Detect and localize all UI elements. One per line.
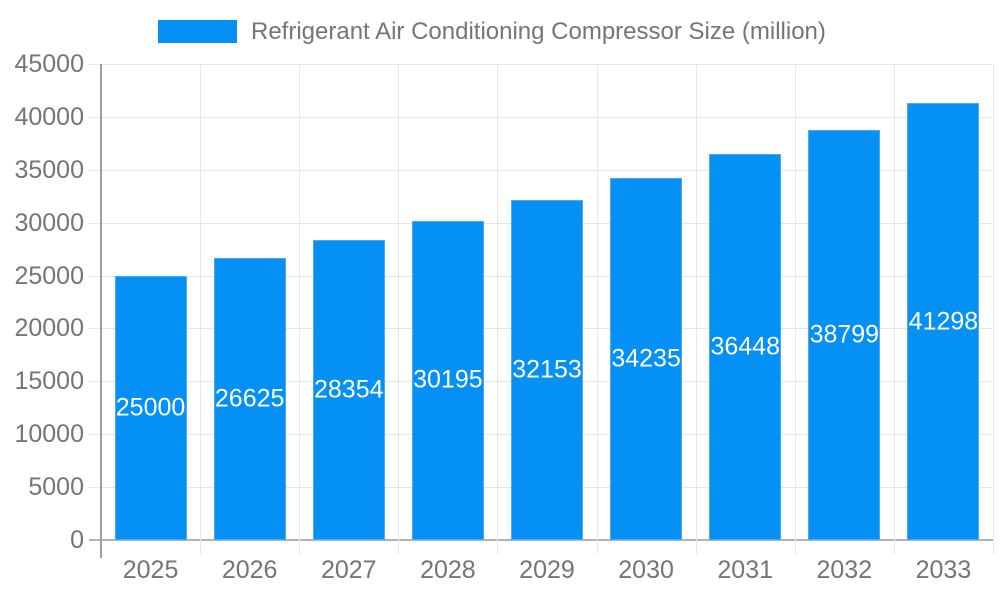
x-tick-label: 2030: [618, 556, 674, 584]
bar-value-label: 26625: [214, 384, 285, 413]
y-tick-label: 0: [70, 526, 84, 554]
bar-value-label: 41298: [908, 307, 979, 336]
bar-value-label: 28354: [314, 375, 384, 404]
bar[interactable]: 25000: [114, 275, 187, 540]
x-gridline: [299, 64, 301, 554]
y-tick-label: 45000: [14, 50, 84, 78]
x-gridline: [398, 64, 400, 554]
x-tick-label: 2028: [420, 556, 476, 584]
bar[interactable]: 32153: [511, 199, 583, 540]
x-gridline: [200, 64, 202, 554]
x-tick-label: 2027: [320, 556, 377, 584]
bar[interactable]: 38799: [808, 129, 881, 540]
x-tick-label: 2029: [519, 556, 575, 584]
x-tick-label: 2032: [816, 556, 873, 584]
x-gridline: [596, 64, 598, 554]
x-gridline: [893, 64, 895, 554]
chart-title: Refrigerant Air Conditioning Compressor …: [251, 18, 826, 45]
x-gridline: [794, 64, 796, 554]
bar-value-label: 32153: [512, 355, 582, 384]
y-gridline: [89, 64, 993, 65]
y-tick-label: 20000: [14, 314, 84, 343]
x-gridline: [497, 64, 499, 554]
x-tick-label: 2025: [122, 556, 179, 584]
bar-value-label: 38799: [809, 320, 880, 349]
y-tick-label: 10000: [14, 420, 84, 449]
x-gridline: [695, 64, 697, 554]
y-tick-label: 35000: [14, 155, 84, 184]
x-tick-label: 2033: [915, 556, 972, 584]
bar[interactable]: 30195: [411, 220, 484, 540]
x-tick-label: 2026: [221, 556, 278, 584]
bar[interactable]: 36448: [709, 154, 782, 540]
y-gridline: [89, 116, 993, 118]
x-gridline: [993, 64, 994, 554]
legend-swatch: [158, 20, 237, 43]
bar-value-label: 36448: [710, 332, 780, 361]
bar[interactable]: 41298: [907, 103, 980, 540]
bar[interactable]: 34235: [610, 177, 683, 540]
bar-value-label: 34235: [611, 344, 681, 373]
legend-item[interactable]: Refrigerant Air Conditioning Compressor …: [158, 18, 826, 45]
bar[interactable]: 26625: [213, 258, 286, 540]
y-tick-label: 30000: [14, 208, 84, 237]
y-tick-label: 40000: [14, 102, 84, 131]
bar-value-label: 30195: [413, 365, 483, 394]
x-tick-label: 2031: [717, 556, 774, 584]
bar[interactable]: 28354: [312, 240, 385, 540]
y-tick-label: 15000: [14, 367, 84, 396]
y-axis-line: [100, 64, 102, 558]
bar-value-label: 25000: [115, 393, 186, 422]
y-tick-label: 25000: [14, 261, 84, 290]
y-tick-label: 5000: [28, 473, 84, 502]
